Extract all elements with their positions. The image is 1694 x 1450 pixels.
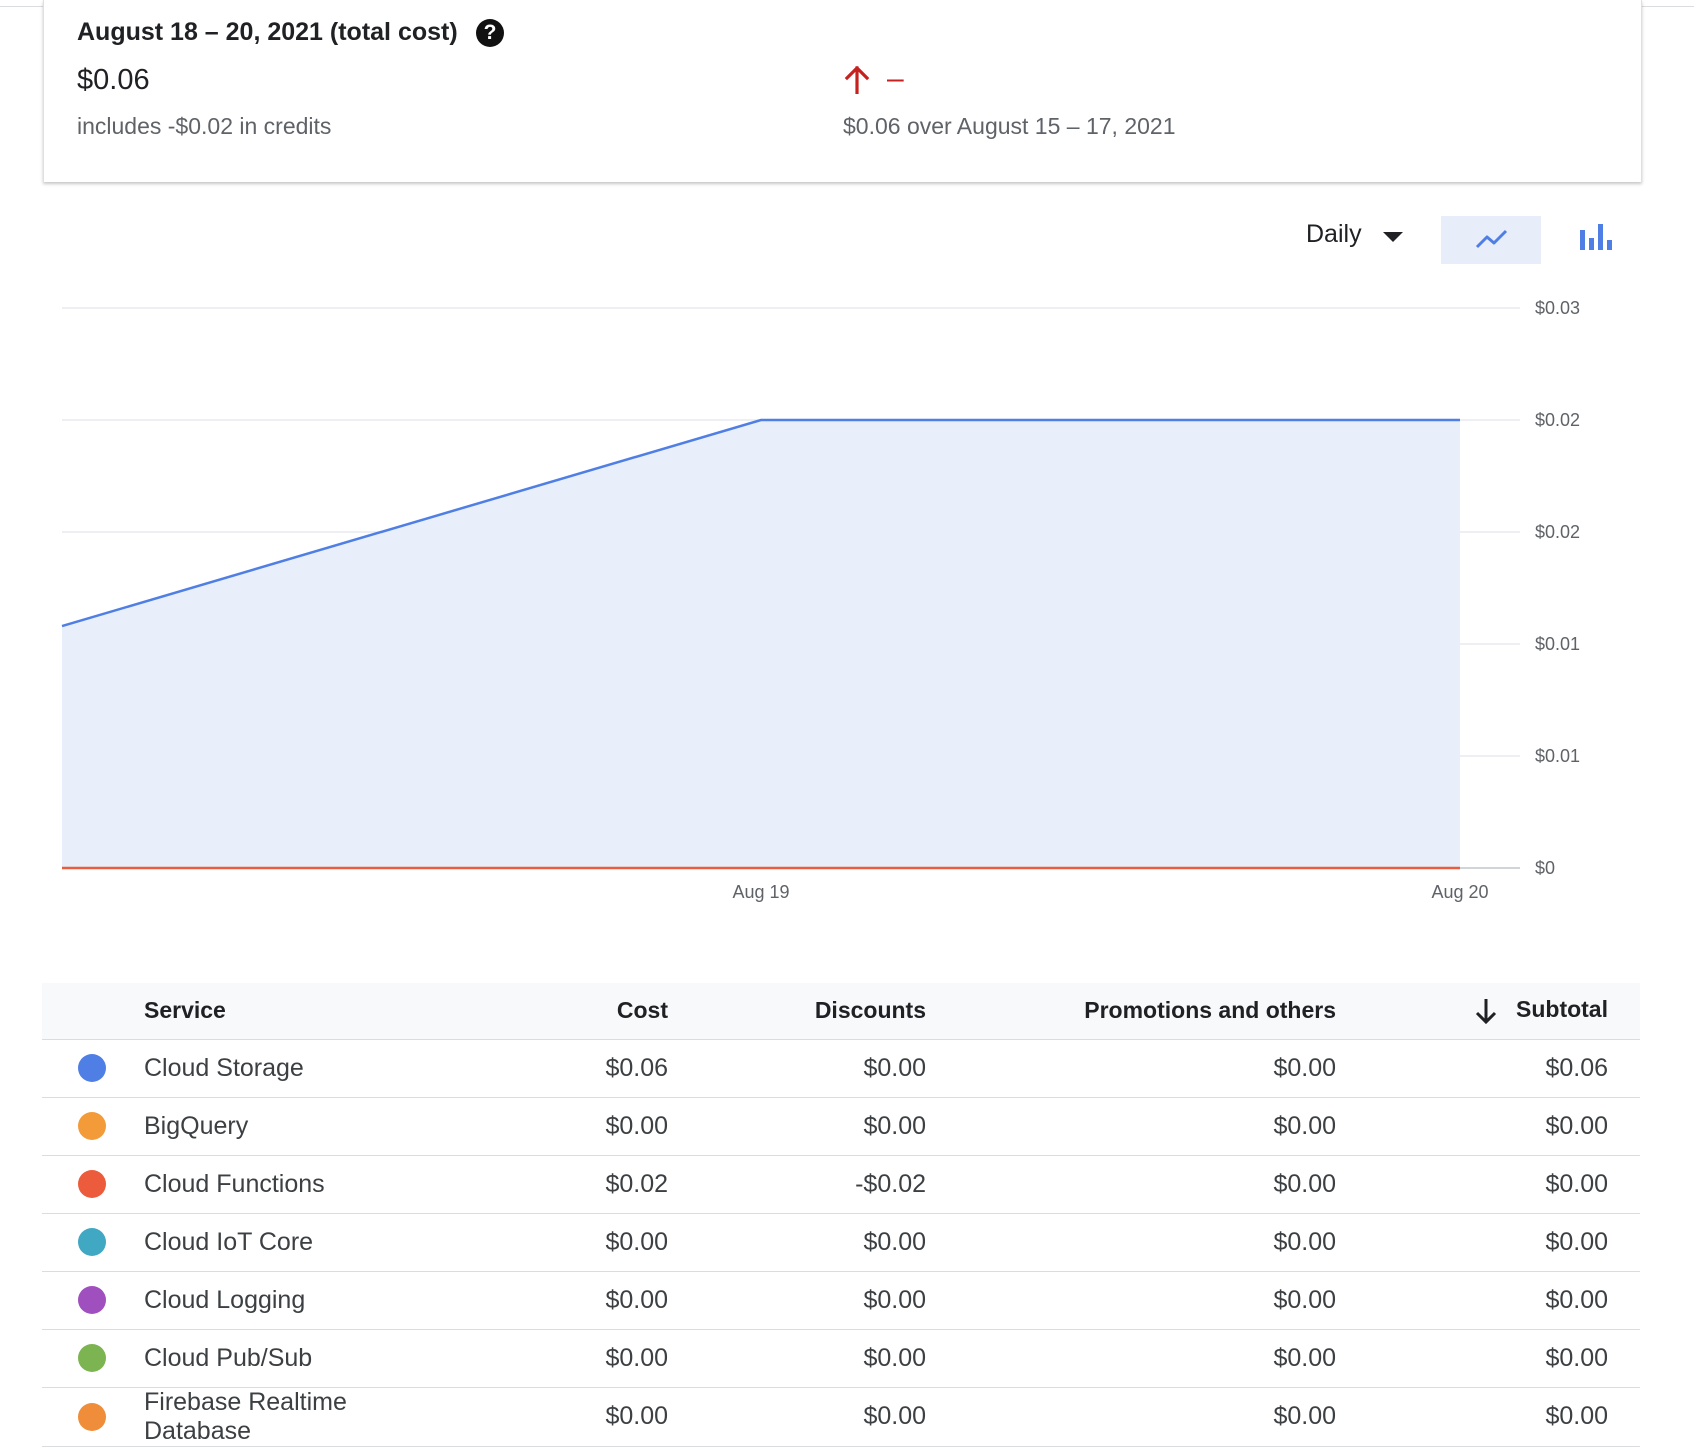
- subtotal-value: $0.00: [1336, 1329, 1640, 1388]
- header-subtotal-label: Subtotal: [1516, 996, 1608, 1023]
- arrow-down-icon: [1475, 999, 1497, 1025]
- service-color-dot: [78, 1286, 106, 1314]
- header-service[interactable]: Service: [144, 983, 428, 1040]
- service-color-dot: [78, 1228, 106, 1256]
- trend-percent-dash: –: [887, 62, 904, 95]
- y-tick-label: $0.02: [1535, 522, 1580, 542]
- discounts-value: -$0.02: [668, 1155, 926, 1214]
- arrow-up-icon: [844, 66, 870, 94]
- subtotal-value: $0.06: [1336, 1039, 1640, 1098]
- period-label: Daily: [1306, 220, 1362, 248]
- show-chart-icon: [1475, 229, 1508, 249]
- x-axis-ticks: Aug 19 Aug 20: [732, 882, 1488, 902]
- header-promotions[interactable]: Promotions and others: [926, 983, 1336, 1040]
- promotions-value: $0.00: [926, 1213, 1336, 1272]
- chart-lines: [61, 418, 1460, 870]
- table-row[interactable]: Cloud Functions $0.02 -$0.02 $0.00 $0.00: [42, 1155, 1640, 1214]
- discounts-value: $0.00: [668, 1097, 926, 1156]
- promotions-value: $0.00: [926, 1329, 1336, 1388]
- total-cost-amount: $0.06: [77, 64, 150, 96]
- y-tick-label: $0.01: [1535, 746, 1580, 766]
- cost-value: $0.00: [428, 1097, 668, 1156]
- service-color-dot: [78, 1112, 106, 1140]
- subtotal-value: $0.00: [1336, 1097, 1640, 1156]
- cost-value: $0.00: [428, 1213, 668, 1272]
- help-circle-icon[interactable]: ?: [476, 19, 504, 47]
- dropdown-caret-icon: [1383, 232, 1403, 242]
- x-tick-label: Aug 19: [732, 882, 789, 902]
- table-header-row: Service Cost Discounts Promotions and ot…: [42, 983, 1640, 1040]
- service-name: Cloud Functions: [144, 1155, 428, 1214]
- bar-chart-icon: [1580, 224, 1612, 250]
- comparison-text: $0.06 over August 15 – 17, 2021: [843, 113, 1176, 139]
- cost-value: $0.02: [428, 1155, 668, 1214]
- service-name: Cloud IoT Core: [144, 1213, 428, 1272]
- service-name: Cloud Pub/Sub: [144, 1329, 428, 1388]
- cost-value: $0.00: [428, 1329, 668, 1388]
- service-color-dot: [78, 1344, 106, 1372]
- promotions-value: $0.00: [926, 1097, 1336, 1156]
- subtotal-value: $0.00: [1336, 1155, 1640, 1214]
- discounts-value: $0.00: [668, 1039, 926, 1098]
- y-axis-ticks: $0 $0.01 $0.01 $0.02 $0.02 $0.03: [1535, 298, 1580, 878]
- table-row[interactable]: Cloud Storage $0.06 $0.00 $0.00 $0.06: [42, 1039, 1640, 1098]
- promotions-value: $0.00: [926, 1039, 1336, 1098]
- cost-value: $0.00: [428, 1387, 668, 1447]
- chart-area: [62, 420, 1460, 868]
- discounts-value: $0.00: [668, 1387, 926, 1447]
- y-tick-label: $0.01: [1535, 634, 1580, 654]
- header-cost[interactable]: Cost: [428, 983, 668, 1040]
- subtotal-value: $0.00: [1336, 1271, 1640, 1330]
- promotions-value: $0.00: [926, 1387, 1336, 1447]
- table-row[interactable]: Firebase Realtime Database $0.00 $0.00 $…: [42, 1387, 1640, 1447]
- services-cost-table: Service Cost Discounts Promotions and ot…: [42, 983, 1640, 1447]
- x-tick-label: Aug 20: [1431, 882, 1488, 902]
- table-row[interactable]: Cloud Logging $0.00 $0.00 $0.00 $0.00: [42, 1271, 1640, 1330]
- summary-title: August 18 – 20, 2021 (total cost): [77, 18, 458, 46]
- cost-value: $0.00: [428, 1271, 668, 1330]
- service-name: BigQuery: [144, 1097, 428, 1156]
- table-row[interactable]: Cloud IoT Core $0.00 $0.00 $0.00 $0.00: [42, 1213, 1640, 1272]
- service-color-dot: [78, 1170, 106, 1198]
- y-tick-label: $0: [1535, 858, 1555, 878]
- subtotal-value: $0.00: [1336, 1387, 1640, 1447]
- service-color-dot: [78, 1402, 106, 1431]
- bar-chart-toggle[interactable]: [1568, 216, 1618, 264]
- table-row[interactable]: Cloud Pub/Sub $0.00 $0.00 $0.00 $0.00: [42, 1329, 1640, 1388]
- discounts-value: $0.00: [668, 1329, 926, 1388]
- cost-trend-chart: $0 $0.01 $0.01 $0.02 $0.02 $0.03 Aug 19 Aug 20: [61, 298, 1580, 902]
- y-tick-label: $0.02: [1535, 410, 1580, 430]
- promotions-value: $0.00: [926, 1271, 1336, 1330]
- cost-value: $0.06: [428, 1039, 668, 1098]
- discounts-value: $0.00: [668, 1213, 926, 1272]
- series-line-cloud-storage: [61, 418, 1460, 628]
- y-tick-label: $0.03: [1535, 298, 1580, 318]
- line-chart-toggle[interactable]: [1441, 216, 1541, 264]
- service-color-dot: [78, 1054, 106, 1082]
- promotions-value: $0.00: [926, 1155, 1336, 1214]
- credits-note: includes -$0.02 in credits: [77, 113, 332, 139]
- cost-summary-card: August 18 – 20, 2021 (total cost) ? $0.0…: [43, 0, 1642, 182]
- series-area-cloud-storage: [62, 420, 1460, 868]
- header-color-column: [42, 983, 144, 1040]
- subtotal-value: $0.00: [1336, 1213, 1640, 1272]
- table-row[interactable]: BigQuery $0.00 $0.00 $0.00 $0.00: [42, 1097, 1640, 1156]
- header-discounts[interactable]: Discounts: [668, 983, 926, 1040]
- header-subtotal[interactable]: Subtotal: [1336, 983, 1640, 1040]
- period-dropdown[interactable]: Daily: [1306, 220, 1403, 249]
- service-name: Cloud Storage: [144, 1039, 428, 1098]
- service-name: Firebase Realtime Database: [144, 1387, 428, 1447]
- discounts-value: $0.00: [668, 1271, 926, 1330]
- service-name: Cloud Logging: [144, 1271, 428, 1330]
